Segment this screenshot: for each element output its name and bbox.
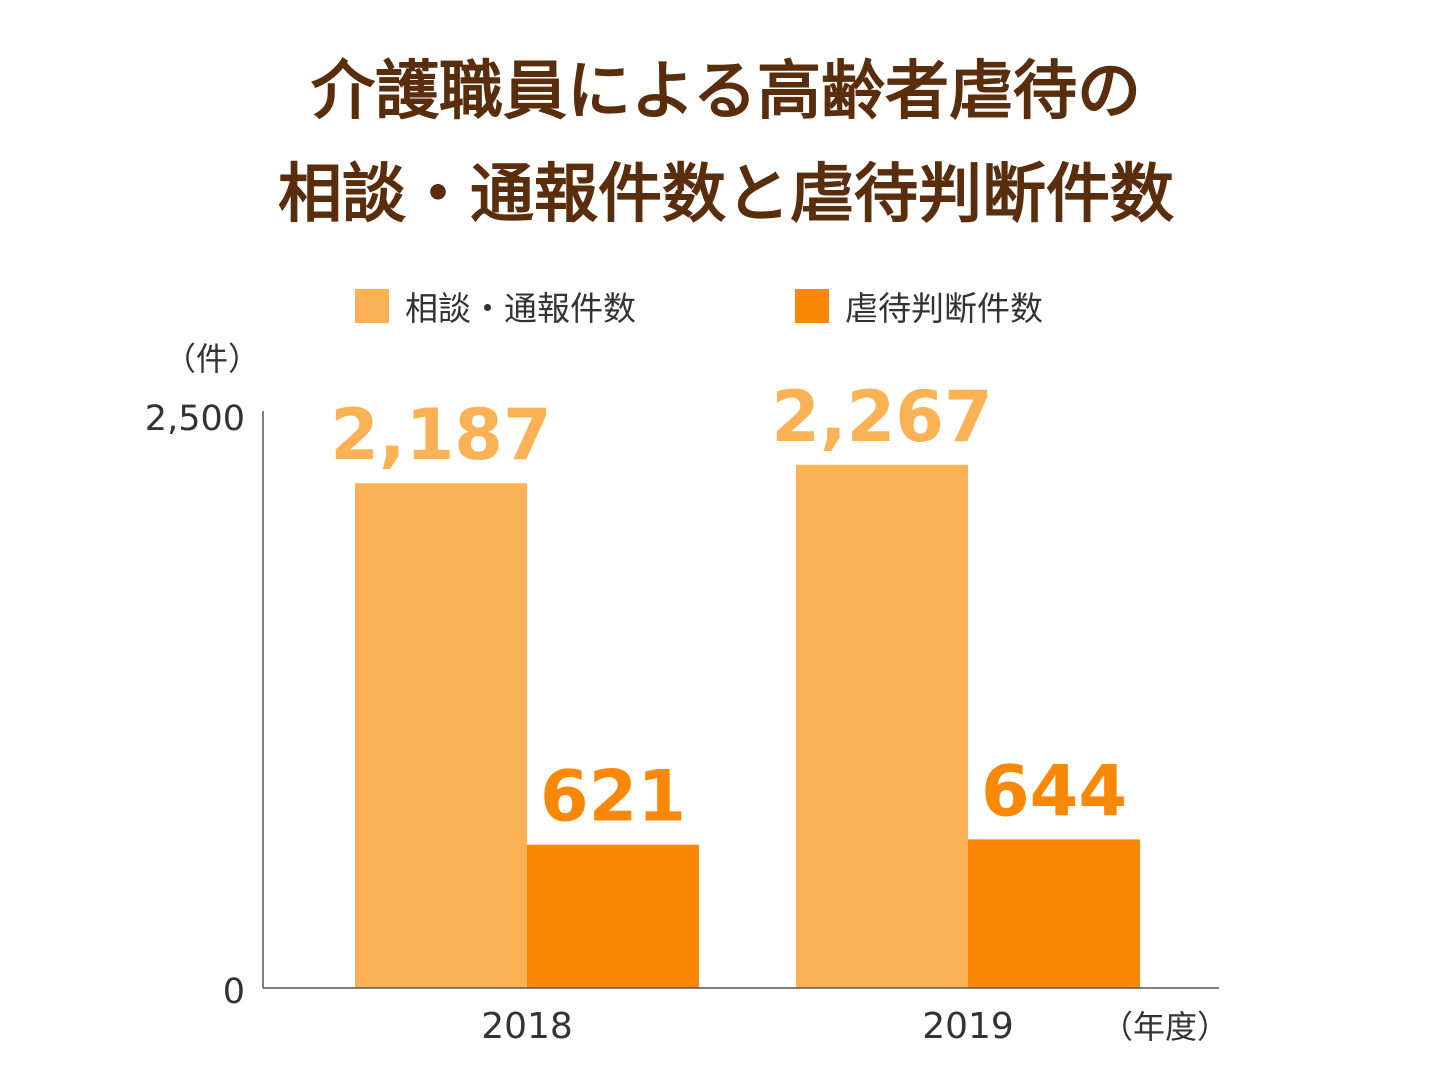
legend-label-consultations: 相談・通報件数 — [405, 289, 636, 328]
value-label-abuse-cases-2019: 644 — [981, 750, 1127, 832]
chart-title-line-1: 介護職員による高齢者虐待の — [310, 55, 1142, 129]
y-axis-unit-label: （件） — [164, 340, 260, 378]
x-tick-label-2018: 2018 — [481, 1006, 573, 1047]
y-axis-min-label: 0 — [223, 972, 245, 1012]
bar-abuse-cases-2019 — [968, 839, 1140, 988]
value-label-consultations-2019: 2,267 — [771, 376, 992, 458]
x-axis-unit-label: （年度） — [1101, 1008, 1229, 1046]
bar-consultations-2019 — [796, 464, 968, 989]
value-label-consultations-2018: 2,187 — [330, 394, 551, 476]
legend-item-abuse-cases: 虐待判断件数 — [795, 286, 1043, 328]
y-axis-max-label: 2,500 — [145, 399, 245, 439]
legend-label-abuse-cases: 虐待判断件数 — [845, 289, 1043, 328]
legend-swatch-abuse-cases — [795, 289, 829, 323]
chart-title-line-2: 相談・通報件数と虐待判断件数 — [278, 158, 1174, 232]
value-label-abuse-cases-2018: 621 — [540, 756, 686, 838]
x-tick-label-2019: 2019 — [922, 1006, 1014, 1047]
legend-item-consultations: 相談・通報件数 — [355, 286, 636, 328]
legend-swatch-consultations — [355, 289, 389, 323]
bar-consultations-2018 — [355, 483, 527, 988]
bar-abuse-cases-2018 — [527, 844, 699, 988]
